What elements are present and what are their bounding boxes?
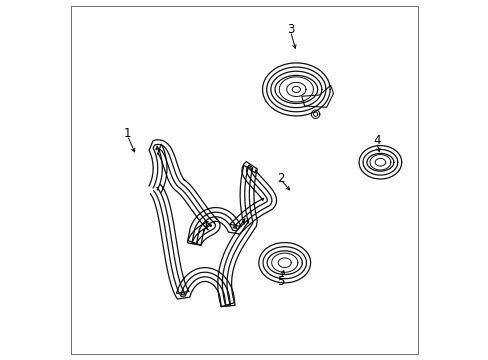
Text: 5: 5	[277, 275, 284, 288]
Text: 4: 4	[372, 134, 380, 147]
Text: 3: 3	[286, 23, 294, 36]
Text: 2: 2	[277, 171, 285, 185]
Text: 1: 1	[123, 127, 131, 140]
